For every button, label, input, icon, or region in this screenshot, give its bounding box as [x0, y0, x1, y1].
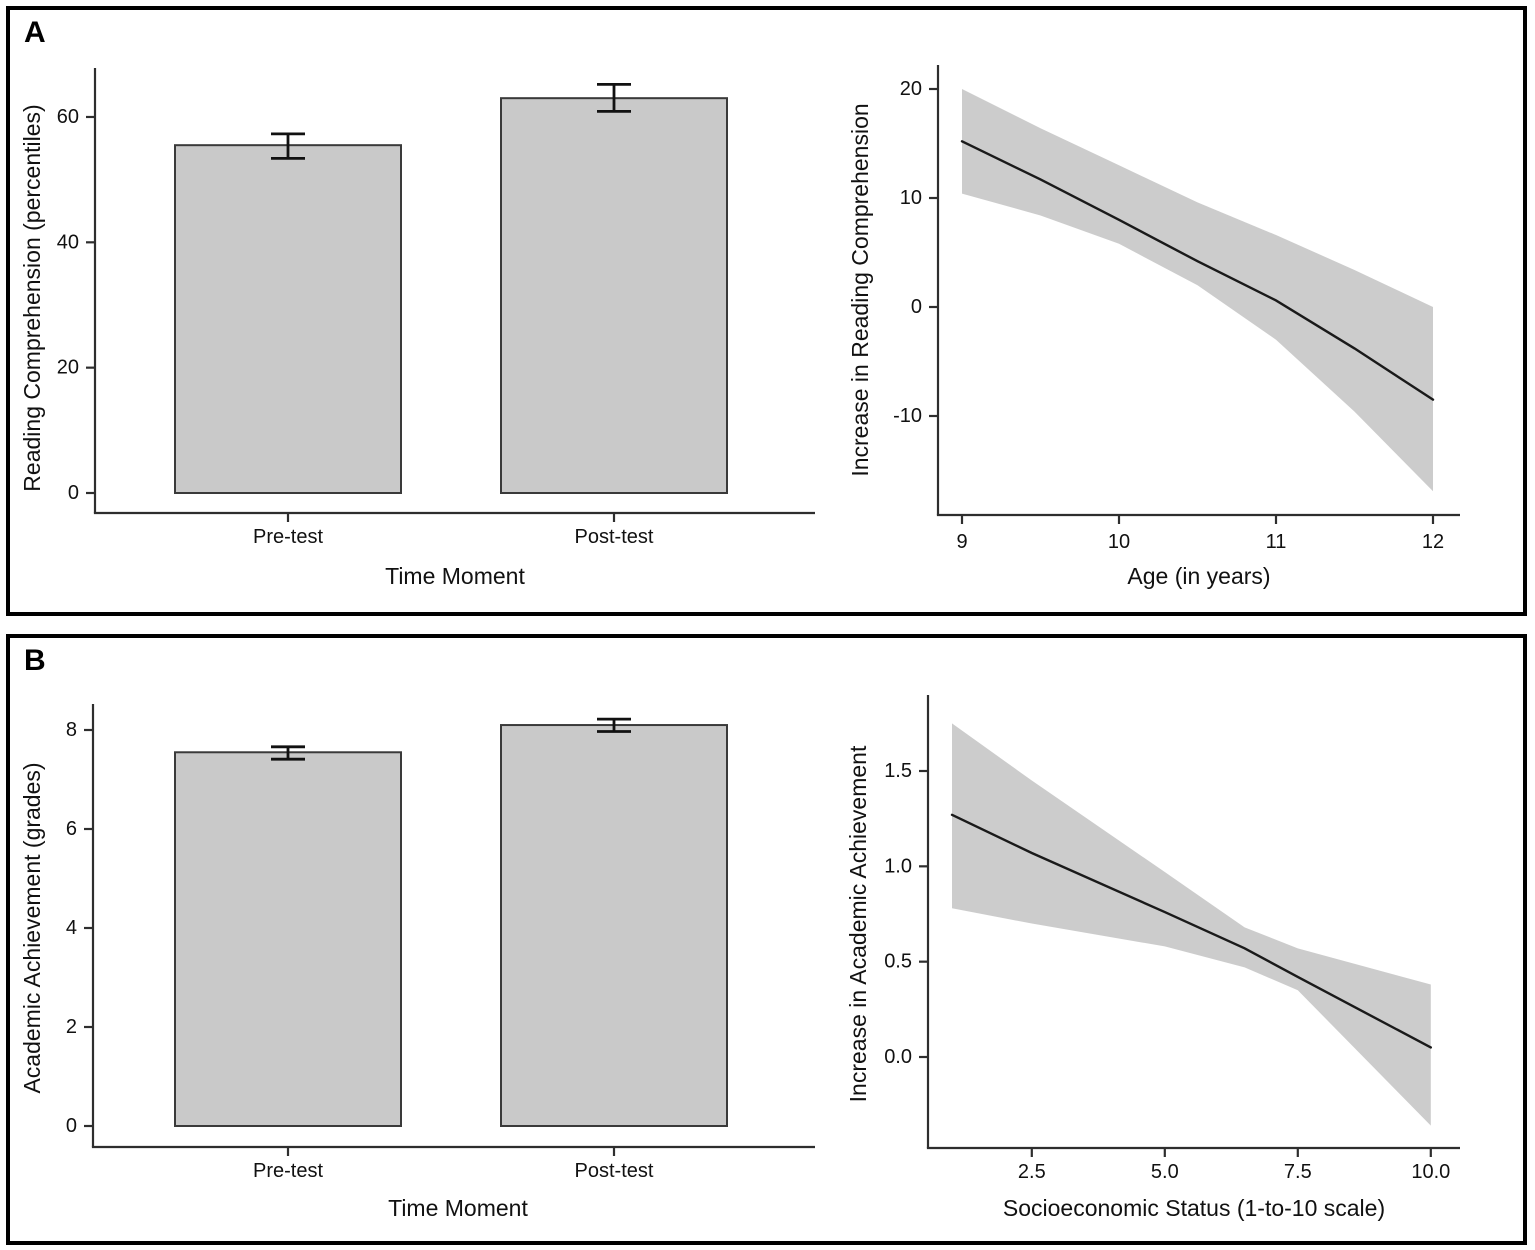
bar-pre-test: [174, 144, 402, 495]
y-tick-label: 1.0: [884, 855, 912, 877]
regression-line: [960, 140, 1435, 401]
error-bar-post-test: [597, 82, 631, 113]
x-category-label: Pre-test: [253, 526, 323, 548]
x-tick-label: 2.5: [1018, 1161, 1046, 1183]
x-tick-label: 9: [956, 531, 967, 553]
y-tick-label: 0.0: [884, 1046, 912, 1068]
x-tick-label: 11: [1266, 531, 1287, 553]
y-tick-label: 6: [66, 818, 77, 840]
y-tick-label: -10: [893, 405, 922, 427]
bar-post-test: [500, 97, 728, 495]
y-axis-title: Increase in Reading Comprehension: [847, 103, 873, 476]
x-axis-title: Time Moment: [385, 563, 525, 589]
regression-plot-achievement-vs-ses: 0.0 0.5 1.0 1.5 2.5 5.0 7.5 10.0 Socioeconomic S…: [822, 634, 1535, 1244]
reading-age-regression: -10 0 10 20 9 10 11 12 Age (in years) Increase in…: [847, 65, 1460, 589]
x-axis-title: Time Moment: [388, 1195, 528, 1221]
y-tick-label: 4: [66, 917, 77, 939]
y-tick-label: 0.5: [884, 951, 912, 973]
error-bar-pre-test: [271, 132, 305, 160]
x-axis-title: Socioeconomic Status (1-to-10 scale): [1003, 1195, 1385, 1221]
x-tick-label: 5.0: [1151, 1161, 1179, 1183]
y-tick-label: 8: [66, 719, 77, 741]
x-category-label: Pre-test: [253, 1160, 323, 1182]
confidence-band: [962, 89, 1433, 492]
bar-chart-reading-comprehension: 0 20 40 60 Pre-test Post-test Time Moment Readi…: [8, 8, 820, 614]
bar-pre-test: [174, 751, 402, 1128]
regression-line: [950, 813, 1432, 1049]
y-tick-label: 40: [57, 231, 79, 253]
y-tick-label: 0: [68, 482, 79, 504]
y-tick-label: 20: [900, 78, 922, 100]
y-tick-label: 60: [57, 106, 79, 128]
bar-chart-academic-achievement: 0 2 4 6 8 Pre-test Post-test Time Moment Academi…: [8, 634, 820, 1244]
x-tick-label: 7.5: [1284, 1161, 1312, 1183]
bar-post-test: [500, 724, 728, 1128]
y-axis-title: Reading Comprehension (percentiles): [19, 104, 45, 491]
y-tick-label: 10: [900, 187, 922, 209]
academic-achievement-bar: 0 2 4 6 8 Pre-test Post-test Time Moment Academi…: [19, 704, 815, 1221]
y-axis-title: Increase in Academic Achievement: [845, 745, 871, 1102]
y-tick-label: 2: [66, 1016, 77, 1038]
y-tick-label: 0: [66, 1115, 77, 1137]
x-category-label: Post-test: [575, 526, 654, 548]
x-category-label: Post-test: [575, 1160, 654, 1182]
x-tick-label: 12: [1422, 531, 1444, 553]
y-axis-title: Academic Achievement (grades): [19, 762, 45, 1093]
error-bar-pre-test: [271, 745, 305, 761]
x-axis-title: Age (in years): [1127, 563, 1270, 589]
panel-b-label: B: [24, 644, 47, 677]
y-tick-label: 1.5: [884, 760, 912, 782]
error-bar-post-test: [597, 717, 631, 733]
panel-a-label: A: [24, 16, 47, 49]
achievement-ses-regression: 0.0 0.5 1.0 1.5 2.5 5.0 7.5 10.0 Socioeconomic S…: [845, 695, 1460, 1221]
regression-plot-reading-vs-age: -10 0 10 20 9 10 11 12 Age (in years) Increase in…: [822, 8, 1535, 614]
x-tick-label: 10.0: [1411, 1161, 1450, 1183]
y-tick-label: 0: [911, 296, 922, 318]
reading-comprehension-bar: 0 20 40 60 Pre-test Post-test Time Moment Readi…: [19, 68, 815, 589]
y-tick-label: 20: [57, 357, 79, 379]
x-tick-label: 10: [1108, 531, 1130, 553]
